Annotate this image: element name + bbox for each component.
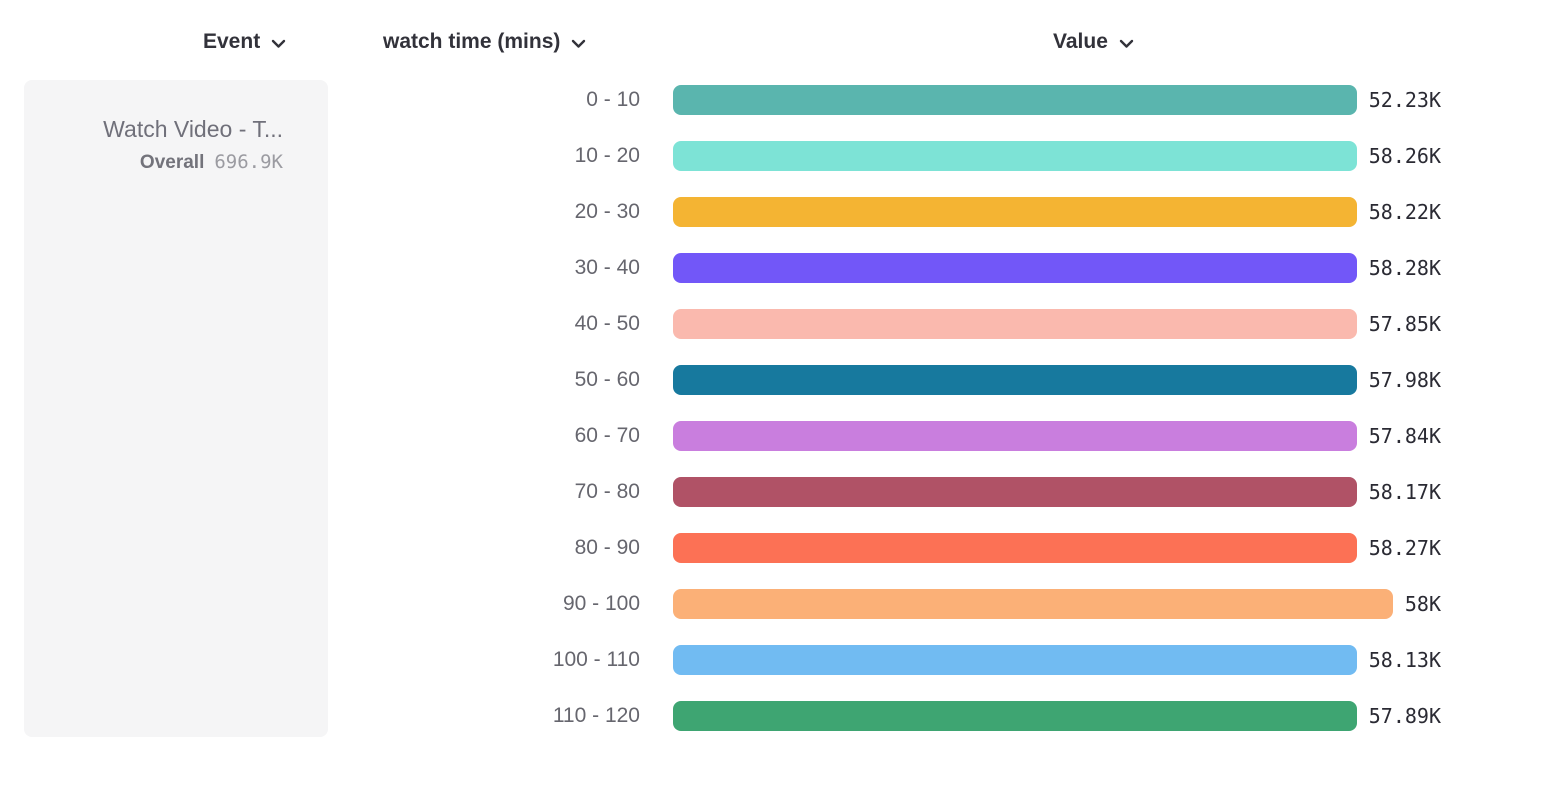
bar-row: 100 - 110 58.13K bbox=[330, 632, 1568, 688]
bar-value-label: 58.22K bbox=[1368, 200, 1441, 224]
category-label: 10 - 20 bbox=[574, 144, 640, 167]
category-label: 30 - 40 bbox=[574, 256, 640, 279]
bar-track: 52.23K bbox=[673, 85, 1441, 115]
bar-track: 57.84K bbox=[673, 421, 1441, 451]
overall-value: 696.9K bbox=[214, 151, 283, 173]
bar[interactable] bbox=[673, 365, 1357, 395]
bar-row: 110 - 120 57.89K bbox=[330, 688, 1568, 744]
bar-track: 57.89K bbox=[673, 701, 1441, 731]
category-label: 0 - 10 bbox=[586, 88, 640, 111]
value-column-dropdown[interactable]: Value bbox=[1053, 26, 1134, 58]
bar[interactable] bbox=[673, 85, 1357, 115]
bar-track: 58.26K bbox=[673, 141, 1441, 171]
bar-value-label: 58.17K bbox=[1368, 480, 1441, 504]
bar[interactable] bbox=[673, 645, 1357, 675]
bar[interactable] bbox=[673, 589, 1393, 619]
bar-track: 58.13K bbox=[673, 645, 1441, 675]
bar-row: 20 - 30 58.22K bbox=[330, 184, 1568, 240]
bar-value-label: 58.26K bbox=[1368, 144, 1441, 168]
bar-row: 90 - 100 58K bbox=[330, 576, 1568, 632]
event-name: Watch Video - T... bbox=[103, 116, 283, 142]
bar-value-label: 57.98K bbox=[1368, 368, 1441, 392]
category-label: 60 - 70 bbox=[574, 424, 640, 447]
bar-track: 58.17K bbox=[673, 477, 1441, 507]
bar[interactable] bbox=[673, 197, 1357, 227]
category-label: 100 - 110 bbox=[552, 648, 640, 671]
bar-row: 30 - 40 58.28K bbox=[330, 240, 1568, 296]
bar-track: 58.27K bbox=[673, 533, 1441, 563]
bar-row: 0 - 10 52.23K bbox=[330, 72, 1568, 128]
value-column-label: Value bbox=[1053, 30, 1108, 53]
category-label: 80 - 90 bbox=[574, 536, 640, 559]
bar-value-label: 58.27K bbox=[1368, 536, 1441, 560]
bar-value-label: 58.13K bbox=[1368, 648, 1441, 672]
category-label: 70 - 80 bbox=[574, 480, 640, 503]
category-label: 40 - 50 bbox=[574, 312, 640, 335]
bar-value-label: 57.85K bbox=[1368, 312, 1441, 336]
bar-row: 10 - 20 58.26K bbox=[330, 128, 1568, 184]
bar-track: 58.22K bbox=[673, 197, 1441, 227]
bar-track: 57.85K bbox=[673, 309, 1441, 339]
bar-track: 58.28K bbox=[673, 253, 1441, 283]
bar[interactable] bbox=[673, 477, 1357, 507]
bar-value-label: 58K bbox=[1404, 592, 1441, 616]
category-label: 110 - 120 bbox=[552, 704, 640, 727]
bar[interactable] bbox=[673, 421, 1357, 451]
bar-value-label: 57.84K bbox=[1368, 424, 1441, 448]
bar[interactable] bbox=[673, 533, 1357, 563]
bar[interactable] bbox=[673, 309, 1357, 339]
chevron-down-icon bbox=[1119, 39, 1134, 49]
category-label: 50 - 60 bbox=[574, 368, 640, 391]
segment-column-dropdown[interactable]: watch time (mins) bbox=[383, 26, 586, 58]
bar-value-label: 58.28K bbox=[1368, 256, 1441, 280]
event-column-dropdown[interactable]: Event bbox=[203, 26, 286, 58]
event-column-label: Event bbox=[203, 30, 261, 53]
bar-row: 50 - 60 57.98K bbox=[330, 352, 1568, 408]
category-label: 90 - 100 bbox=[562, 592, 640, 615]
bar-row: 40 - 50 57.85K bbox=[330, 296, 1568, 352]
bar-value-label: 52.23K bbox=[1368, 88, 1441, 112]
bar-row: 60 - 70 57.84K bbox=[330, 408, 1568, 464]
event-card[interactable]: Watch Video - T... Overall 696.9K bbox=[24, 80, 328, 737]
chevron-down-icon bbox=[271, 39, 286, 49]
bar-track: 57.98K bbox=[673, 365, 1441, 395]
bar[interactable] bbox=[673, 141, 1357, 171]
bar-row: 70 - 80 58.17K bbox=[330, 464, 1568, 520]
overall-label: Overall bbox=[139, 152, 205, 173]
bar-value-label: 57.89K bbox=[1368, 704, 1441, 728]
category-label: 20 - 30 bbox=[574, 200, 640, 223]
bar-track: 58K bbox=[673, 589, 1441, 619]
bar[interactable] bbox=[673, 253, 1357, 283]
segment-column-label: watch time (mins) bbox=[383, 30, 561, 53]
bar[interactable] bbox=[673, 701, 1357, 731]
chevron-down-icon bbox=[571, 39, 586, 49]
event-overall-row: Overall 696.9K bbox=[24, 151, 283, 174]
bar-chart: 0 - 10 52.23K 10 - 20 58.26K 20 - 30 58.… bbox=[330, 72, 1568, 744]
bar-row: 80 - 90 58.27K bbox=[330, 520, 1568, 576]
